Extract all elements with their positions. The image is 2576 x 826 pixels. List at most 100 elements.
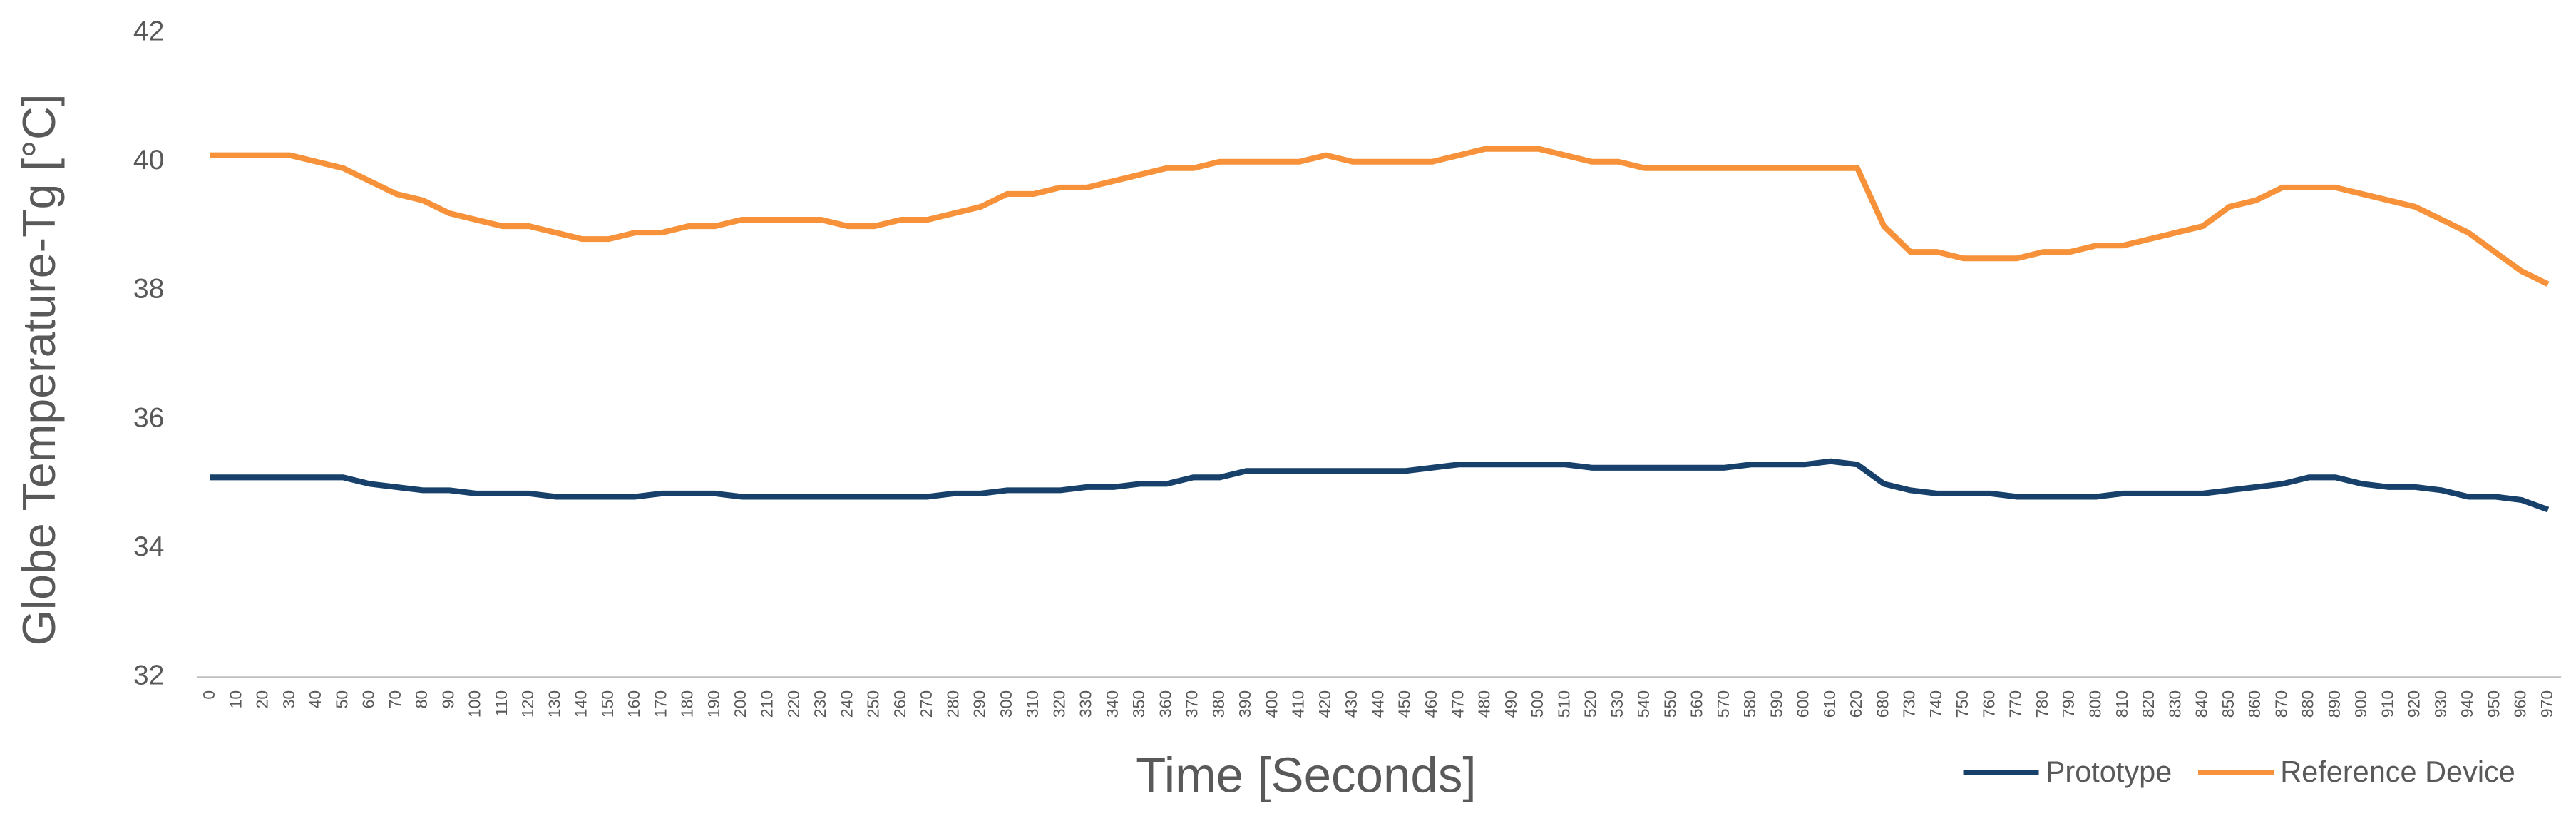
x-tick-label: 870 bbox=[2272, 690, 2290, 718]
x-tick-label: 250 bbox=[864, 690, 883, 718]
x-tick-label: 740 bbox=[1926, 690, 1945, 718]
x-tick-label: 290 bbox=[970, 690, 989, 718]
x-tick-label: 380 bbox=[1209, 690, 1228, 718]
x-tick-label: 510 bbox=[1554, 690, 1573, 718]
x-tick-label: 950 bbox=[2484, 690, 2503, 718]
x-tick-label: 900 bbox=[2351, 690, 2370, 718]
x-tick-label: 750 bbox=[1953, 690, 1971, 718]
x-tick-label: 270 bbox=[917, 690, 935, 718]
x-tick-label: 60 bbox=[359, 690, 378, 709]
x-tick-label: 240 bbox=[837, 690, 856, 718]
x-tick-label: 10 bbox=[226, 690, 245, 709]
x-axis-title: Time [Seconds] bbox=[1136, 747, 1477, 802]
x-tick-label: 140 bbox=[572, 690, 590, 718]
x-tick-label: 820 bbox=[2139, 690, 2157, 718]
x-tick-label: 390 bbox=[1236, 690, 1254, 718]
x-tick-label: 30 bbox=[279, 690, 298, 709]
x-tick-label: 150 bbox=[598, 690, 617, 718]
x-tick-label: 500 bbox=[1528, 690, 1546, 718]
x-tick-label: 320 bbox=[1050, 690, 1068, 718]
x-tick-label: 300 bbox=[997, 690, 1015, 718]
legend-label: Reference Device bbox=[2280, 755, 2515, 788]
legend-label: Prototype bbox=[2046, 755, 2172, 788]
x-tick-label: 620 bbox=[1847, 690, 1865, 718]
y-tick-label: 36 bbox=[133, 402, 165, 433]
x-tick-label: 340 bbox=[1103, 690, 1122, 718]
x-tick-label: 160 bbox=[625, 690, 643, 718]
x-tick-label: 940 bbox=[2458, 690, 2476, 718]
y-tick-label: 38 bbox=[133, 274, 165, 305]
x-tick-label: 840 bbox=[2192, 690, 2211, 718]
x-tick-label: 600 bbox=[1794, 690, 1812, 718]
x-tick-label: 680 bbox=[1873, 690, 1892, 718]
x-tick-label: 180 bbox=[678, 690, 697, 718]
x-tick-label: 460 bbox=[1422, 690, 1440, 718]
x-tick-label: 550 bbox=[1661, 690, 1679, 718]
x-tick-label: 970 bbox=[2537, 690, 2556, 718]
x-tick-label: 440 bbox=[1368, 690, 1387, 718]
y-tick-label: 34 bbox=[133, 531, 165, 562]
x-tick-label: 260 bbox=[891, 690, 909, 718]
y-tick-label: 32 bbox=[133, 661, 165, 691]
x-tick-label: 520 bbox=[1581, 690, 1600, 718]
x-tick-label: 370 bbox=[1183, 690, 1201, 718]
x-tick-label: 570 bbox=[1714, 690, 1733, 718]
x-tick-label: 330 bbox=[1077, 690, 1095, 718]
x-tick-label: 850 bbox=[2219, 690, 2237, 718]
x-tick-label: 580 bbox=[1740, 690, 1759, 718]
x-tick-label: 770 bbox=[2006, 690, 2025, 718]
x-tick-label: 450 bbox=[1395, 690, 1414, 718]
x-tick-label: 930 bbox=[2431, 690, 2450, 718]
x-tick-label: 90 bbox=[438, 690, 457, 709]
x-tick-label: 890 bbox=[2325, 690, 2344, 718]
x-tick-label: 280 bbox=[943, 690, 962, 718]
x-tick-label: 110 bbox=[492, 690, 510, 717]
x-tick-label: 860 bbox=[2245, 690, 2264, 718]
line-series bbox=[210, 458, 2550, 513]
x-tick-label: 350 bbox=[1129, 690, 1148, 718]
x-tick-label: 0 bbox=[200, 690, 218, 700]
x-tick-label: 70 bbox=[386, 690, 404, 709]
x-tick-label: 920 bbox=[2405, 690, 2423, 718]
x-tick-label: 310 bbox=[1023, 690, 1042, 718]
x-tick-label: 760 bbox=[1979, 690, 1998, 718]
x-tick-label: 910 bbox=[2378, 690, 2396, 718]
y-tick-label: 42 bbox=[133, 16, 165, 46]
x-tick-label: 800 bbox=[2086, 690, 2105, 718]
x-tick-label: 590 bbox=[1767, 690, 1785, 718]
x-tick-label: 810 bbox=[2113, 690, 2131, 718]
x-tick-label: 530 bbox=[1608, 690, 1626, 718]
x-tick-label: 790 bbox=[2059, 690, 2078, 718]
x-tick-label: 560 bbox=[1688, 690, 1706, 718]
x-tick-label: 120 bbox=[518, 690, 537, 718]
x-tick-label: 480 bbox=[1475, 690, 1494, 718]
x-tick-label: 170 bbox=[651, 690, 669, 718]
x-tick-label: 430 bbox=[1342, 690, 1360, 718]
x-tick-label: 880 bbox=[2299, 690, 2317, 718]
x-tick-label: 400 bbox=[1262, 690, 1281, 718]
x-tick-label: 470 bbox=[1448, 690, 1467, 718]
x-tick-label: 830 bbox=[2165, 690, 2184, 718]
x-tick-label: 130 bbox=[545, 690, 563, 718]
x-tick-label: 200 bbox=[731, 690, 749, 718]
y-axis-title: Globe Temperature-Tg [°C] bbox=[14, 94, 65, 646]
x-tick-label: 960 bbox=[2511, 690, 2530, 718]
x-tick-label: 410 bbox=[1289, 690, 1308, 718]
x-tick-label: 210 bbox=[757, 690, 776, 718]
x-tick-label: 220 bbox=[784, 690, 803, 718]
x-tick-label: 610 bbox=[1820, 690, 1839, 718]
x-tick-label: 80 bbox=[412, 690, 431, 709]
x-tick-label: 490 bbox=[1502, 690, 1520, 718]
x-tick-label: 360 bbox=[1156, 690, 1174, 718]
x-tick-label: 190 bbox=[704, 690, 723, 718]
line-series bbox=[210, 146, 2550, 287]
x-tick-label: 230 bbox=[811, 690, 829, 718]
y-tick-label: 40 bbox=[133, 145, 165, 175]
x-tick-label: 780 bbox=[2033, 690, 2051, 718]
x-tick-label: 40 bbox=[306, 690, 324, 709]
x-tick-label: 420 bbox=[1315, 690, 1334, 718]
x-tick-label: 540 bbox=[1634, 690, 1653, 718]
x-tick-label: 730 bbox=[1900, 690, 1919, 718]
x-tick-label: 50 bbox=[332, 690, 351, 709]
